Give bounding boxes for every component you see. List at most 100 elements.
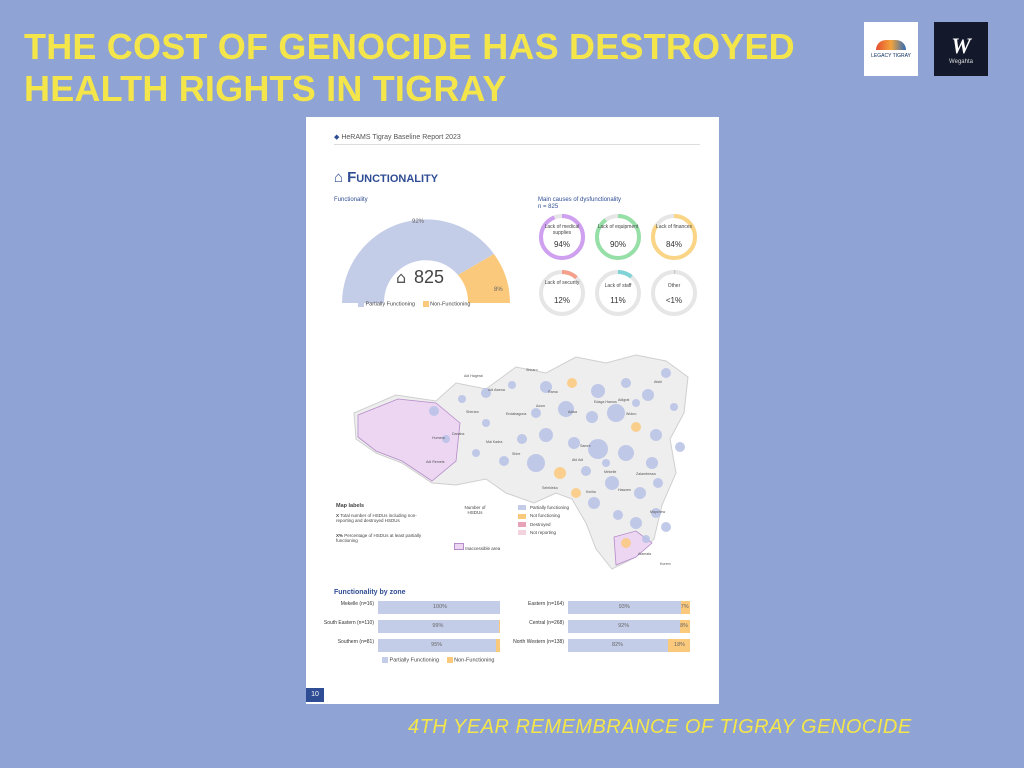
zone-track	[568, 620, 690, 633]
inaccessible-swatch	[454, 543, 464, 550]
map-category-swatch	[518, 530, 526, 536]
map-category-swatch	[518, 513, 526, 519]
cause-donut-1: Lack of equipment 90%	[594, 213, 642, 261]
donut-track	[595, 270, 641, 316]
slide-footer: 4TH YEAR REMEMBRANCE OF TIGRAY GENOCIDE	[408, 716, 912, 738]
facility-dot	[653, 478, 663, 488]
facility-dot	[482, 419, 490, 427]
zone-non-pct: 18%	[674, 642, 686, 648]
zone-legend-swatch-non	[446, 657, 453, 663]
donut-fill	[595, 270, 641, 316]
donut-fill	[595, 214, 641, 260]
zone-track	[378, 620, 500, 633]
facility-dot	[517, 434, 527, 444]
map-place-label: Korem	[660, 562, 671, 566]
zone-bar: Central (n=268) 92% 8%	[529, 620, 690, 633]
cause-value: <1%	[665, 296, 683, 305]
map-place-label: Alamata	[638, 552, 651, 556]
cause-value: 90%	[609, 240, 626, 249]
facility-dot	[499, 456, 509, 466]
zone-partial-pct: 99%	[432, 623, 444, 629]
legacy-tigray-mark-icon	[876, 39, 906, 50]
xpct-symbol: X%	[336, 533, 344, 538]
slide-title-line-2: HEALTH RIGHTS IN TIGRAY	[24, 68, 507, 109]
cause-value: 94%	[553, 240, 570, 249]
location-pin-icon: ◆	[334, 134, 342, 141]
map-place-label: Edaga Hamus	[594, 400, 617, 404]
map-place-label: Kwiha	[586, 490, 596, 494]
facility-dot	[642, 535, 650, 543]
facility-dot	[607, 404, 625, 422]
facility-dot	[567, 378, 577, 388]
map-size-title: Number of HSDUs	[464, 505, 486, 515]
facility-dot	[458, 395, 466, 403]
gauge-total: 825	[414, 267, 444, 287]
zone-name: Eastern (n=164)	[528, 601, 564, 607]
map-place-label: Shiraro	[526, 368, 538, 372]
legend-partial-label: Partially Functioning	[365, 301, 416, 308]
zone-bar: Southern (n=81) 95%	[338, 639, 500, 652]
inaccessible-label: Inaccessible area	[465, 546, 501, 551]
zone-legend-non: Non-Functioning	[454, 657, 495, 664]
map-legend-xpct-text: Percentage of HSDUs at least partially f…	[336, 533, 422, 543]
donut-track	[539, 270, 585, 316]
gauge-hospital-icon: ⌂	[396, 268, 406, 287]
facility-dot	[661, 522, 671, 532]
map-place-label: Abi Adi	[572, 458, 583, 462]
donut-fill	[651, 270, 697, 316]
cause-donut-ring	[539, 270, 585, 316]
cause-value: 11%	[610, 296, 626, 305]
cause-donut-ring	[651, 214, 697, 260]
report-page: ◆ HeRAMS Tigray Baseline Report 2023 ⌂ Fu…	[306, 117, 719, 704]
map-legend-x-desc: X Total number of HSDUs including non-re…	[336, 513, 432, 523]
zone-section-title: Functionality by zone	[334, 589, 406, 596]
donut-track	[651, 270, 697, 316]
tigray-map: Adi Hagerai Adi Awena Shiraro Rama Adwa Axum A…	[353, 354, 689, 570]
map-category-row: Not functioning	[518, 513, 569, 519]
map-place-label: Hawzen	[618, 488, 631, 492]
facility-dot	[621, 538, 631, 548]
cause-donut-ring	[651, 270, 697, 316]
zone-track	[378, 601, 500, 614]
inaccessible-area	[357, 398, 461, 482]
facility-dot	[531, 408, 541, 418]
facility-dot	[621, 378, 631, 388]
zone-bar: South Eastern (n=110) 99%	[324, 620, 500, 633]
facility-dot	[442, 435, 450, 443]
facility-dot	[527, 454, 545, 472]
gauge-partial-arc	[342, 219, 494, 303]
facility-dot	[646, 457, 658, 469]
zone-track	[568, 601, 690, 614]
cause-label: Lack of finances	[655, 224, 693, 230]
map-place-label: Adwa	[568, 410, 577, 414]
facility-dot	[651, 508, 661, 518]
map-place-label: Adi Hagerai	[464, 374, 483, 378]
cause-value: 84%	[665, 240, 682, 249]
gauge-partial-pct: 92%	[412, 219, 425, 225]
cause-donut-ring	[595, 214, 641, 260]
cause-donut-4: Lack of staff 11%	[594, 269, 642, 317]
map-place-label: Endabaguna	[506, 412, 526, 416]
map-place-label: Maychew	[650, 510, 666, 514]
causes-n: n = 825	[538, 204, 559, 210]
facility-dots: Adi Hagerai Adi Awena Shiraro Rama Adwa Axum A…	[426, 368, 685, 566]
causes-donut-grid: Lack of medical supplies 94% Lack of equip…	[538, 213, 698, 317]
facility-dot	[642, 389, 654, 401]
donut-fill	[539, 214, 585, 260]
cause-label: Lack of equipment	[597, 224, 639, 230]
zone-legend-partial: Partially Functioning	[389, 657, 440, 664]
donut-fill	[651, 214, 697, 260]
zone-partial-pct: 93%	[618, 604, 630, 610]
cause-donut-0: Lack of medical supplies 94%	[538, 213, 586, 261]
map-category-label: Partially functioning	[530, 505, 570, 510]
x-symbol: X	[336, 513, 340, 518]
legend-swatch-partial	[358, 301, 364, 307]
map-place-label: Atsbi	[654, 380, 662, 384]
map-category-row: Not reporting	[518, 530, 569, 536]
map-place-label: Mai Kadra	[486, 440, 502, 444]
zone-partial-pct: 100%	[433, 604, 448, 610]
map-place-label: Sheraro	[466, 410, 479, 414]
zone-legend: Partially Functioning Non-Functioning	[382, 657, 494, 663]
zone-name: Southern (n=81)	[337, 639, 374, 645]
zone-non-fill	[680, 620, 690, 633]
